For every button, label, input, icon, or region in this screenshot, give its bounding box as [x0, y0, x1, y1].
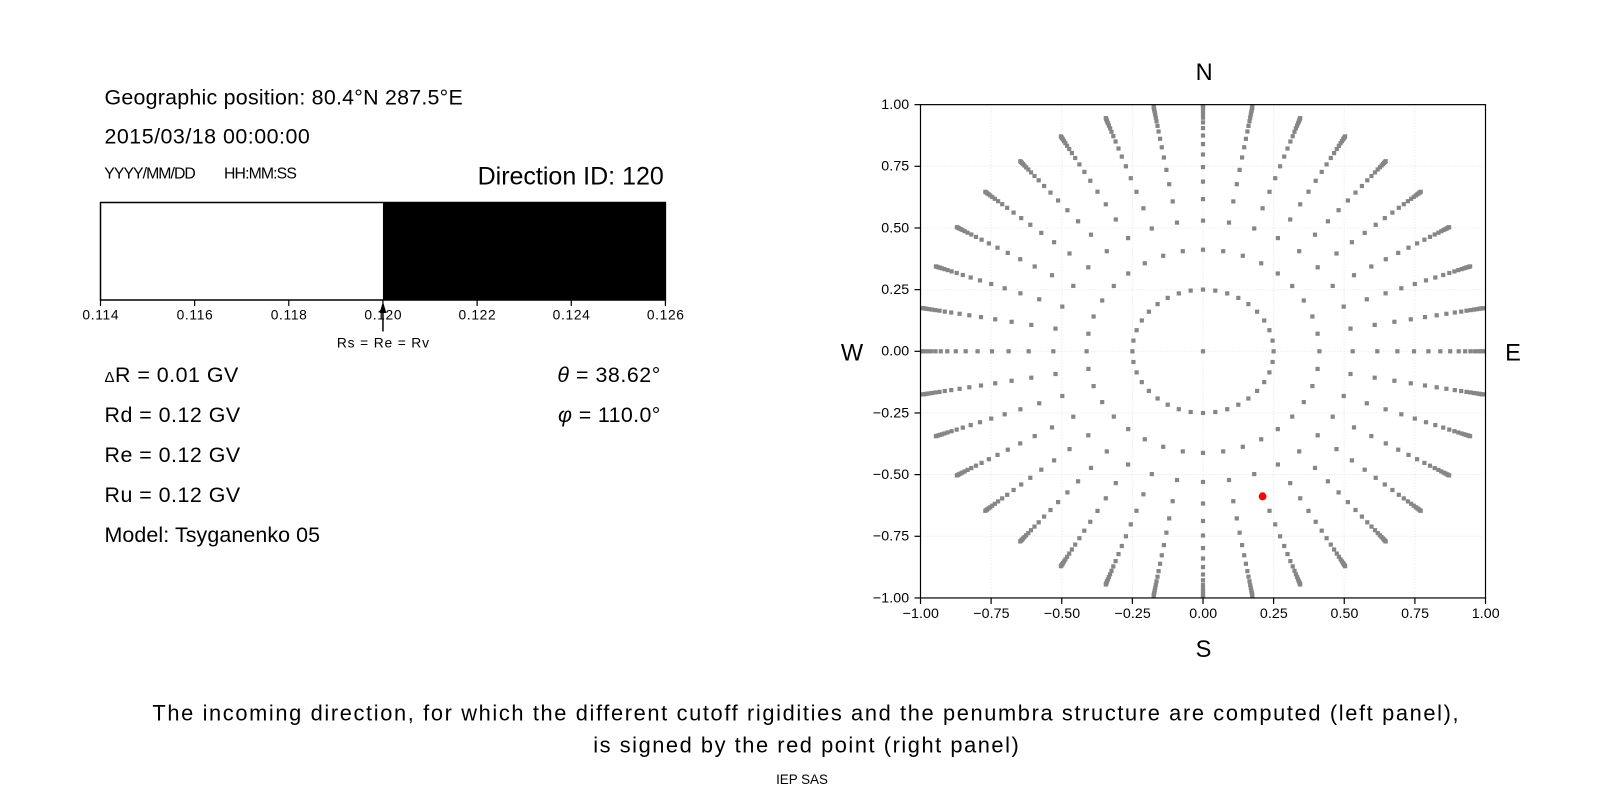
svg-text:E: E	[1505, 341, 1521, 367]
svg-text:is signed by the red point (ri: is signed by the red point (right panel)	[593, 732, 1020, 757]
svg-text:Model: Tsyganenko 05: Model: Tsyganenko 05	[105, 523, 321, 547]
svg-text:0.126: 0.126	[647, 308, 685, 323]
svg-text:ΔR = 0.01 GV: ΔR = 0.01 GV	[105, 363, 239, 387]
svg-text:N: N	[1196, 60, 1213, 86]
svg-text:0.114: 0.114	[82, 308, 119, 323]
svg-text:Geographic position: 80.4°N 28: Geographic position: 80.4°N 287.5°E	[105, 85, 463, 109]
svg-text:−0.50: −0.50	[1044, 606, 1080, 622]
svg-text:YYYY/MM/DD: YYYY/MM/DD	[104, 166, 195, 183]
svg-text:0.25: 0.25	[881, 282, 909, 298]
svg-text:0.00: 0.00	[881, 344, 909, 360]
svg-text:0.50: 0.50	[1331, 606, 1359, 622]
svg-text:−0.25: −0.25	[1114, 606, 1150, 622]
svg-text:2015/03/18 00:00:00: 2015/03/18 00:00:00	[105, 125, 311, 149]
svg-text:1.00: 1.00	[1472, 606, 1500, 622]
svg-text:1.00: 1.00	[881, 97, 909, 113]
svg-text:Ru = 0.12 GV: Ru = 0.12 GV	[105, 483, 241, 507]
svg-text:0.00: 0.00	[1189, 606, 1217, 622]
svg-text:−0.75: −0.75	[973, 606, 1009, 622]
svg-text:HH:MM:SS: HH:MM:SS	[224, 166, 296, 183]
svg-text:0.122: 0.122	[459, 308, 497, 323]
svg-text:The incoming direction, for wh: The incoming direction, for which the di…	[152, 700, 1460, 725]
svg-text:−0.25: −0.25	[873, 405, 909, 421]
svg-text:−0.75: −0.75	[873, 529, 909, 545]
svg-text:Rd = 0.12 GV: Rd = 0.12 GV	[105, 403, 241, 427]
svg-text:−1.00: −1.00	[903, 606, 939, 622]
svg-text:θ = 38.62°: θ = 38.62°	[557, 363, 660, 387]
svg-text:Direction ID: 120: Direction ID: 120	[478, 163, 664, 191]
svg-text:0.124: 0.124	[553, 308, 591, 323]
svg-text:0.116: 0.116	[177, 308, 214, 323]
svg-text:0.75: 0.75	[1401, 606, 1429, 622]
svg-text:−0.50: −0.50	[873, 467, 909, 483]
svg-text:−1.00: −1.00	[873, 590, 909, 606]
svg-text:Re = 0.12 GV: Re = 0.12 GV	[105, 443, 241, 467]
svg-text:W: W	[841, 341, 864, 367]
svg-text:0.25: 0.25	[1260, 606, 1288, 622]
svg-text:S: S	[1196, 637, 1212, 663]
svg-text:0.50: 0.50	[881, 220, 909, 236]
svg-text:Rs = Re = Rv: Rs = Re = Rv	[337, 336, 430, 351]
svg-text:0.75: 0.75	[881, 159, 909, 175]
svg-text:0.118: 0.118	[271, 308, 308, 323]
svg-text:φ = 110.0°: φ = 110.0°	[558, 403, 661, 427]
svg-text:IEP SAS: IEP SAS	[776, 772, 828, 787]
